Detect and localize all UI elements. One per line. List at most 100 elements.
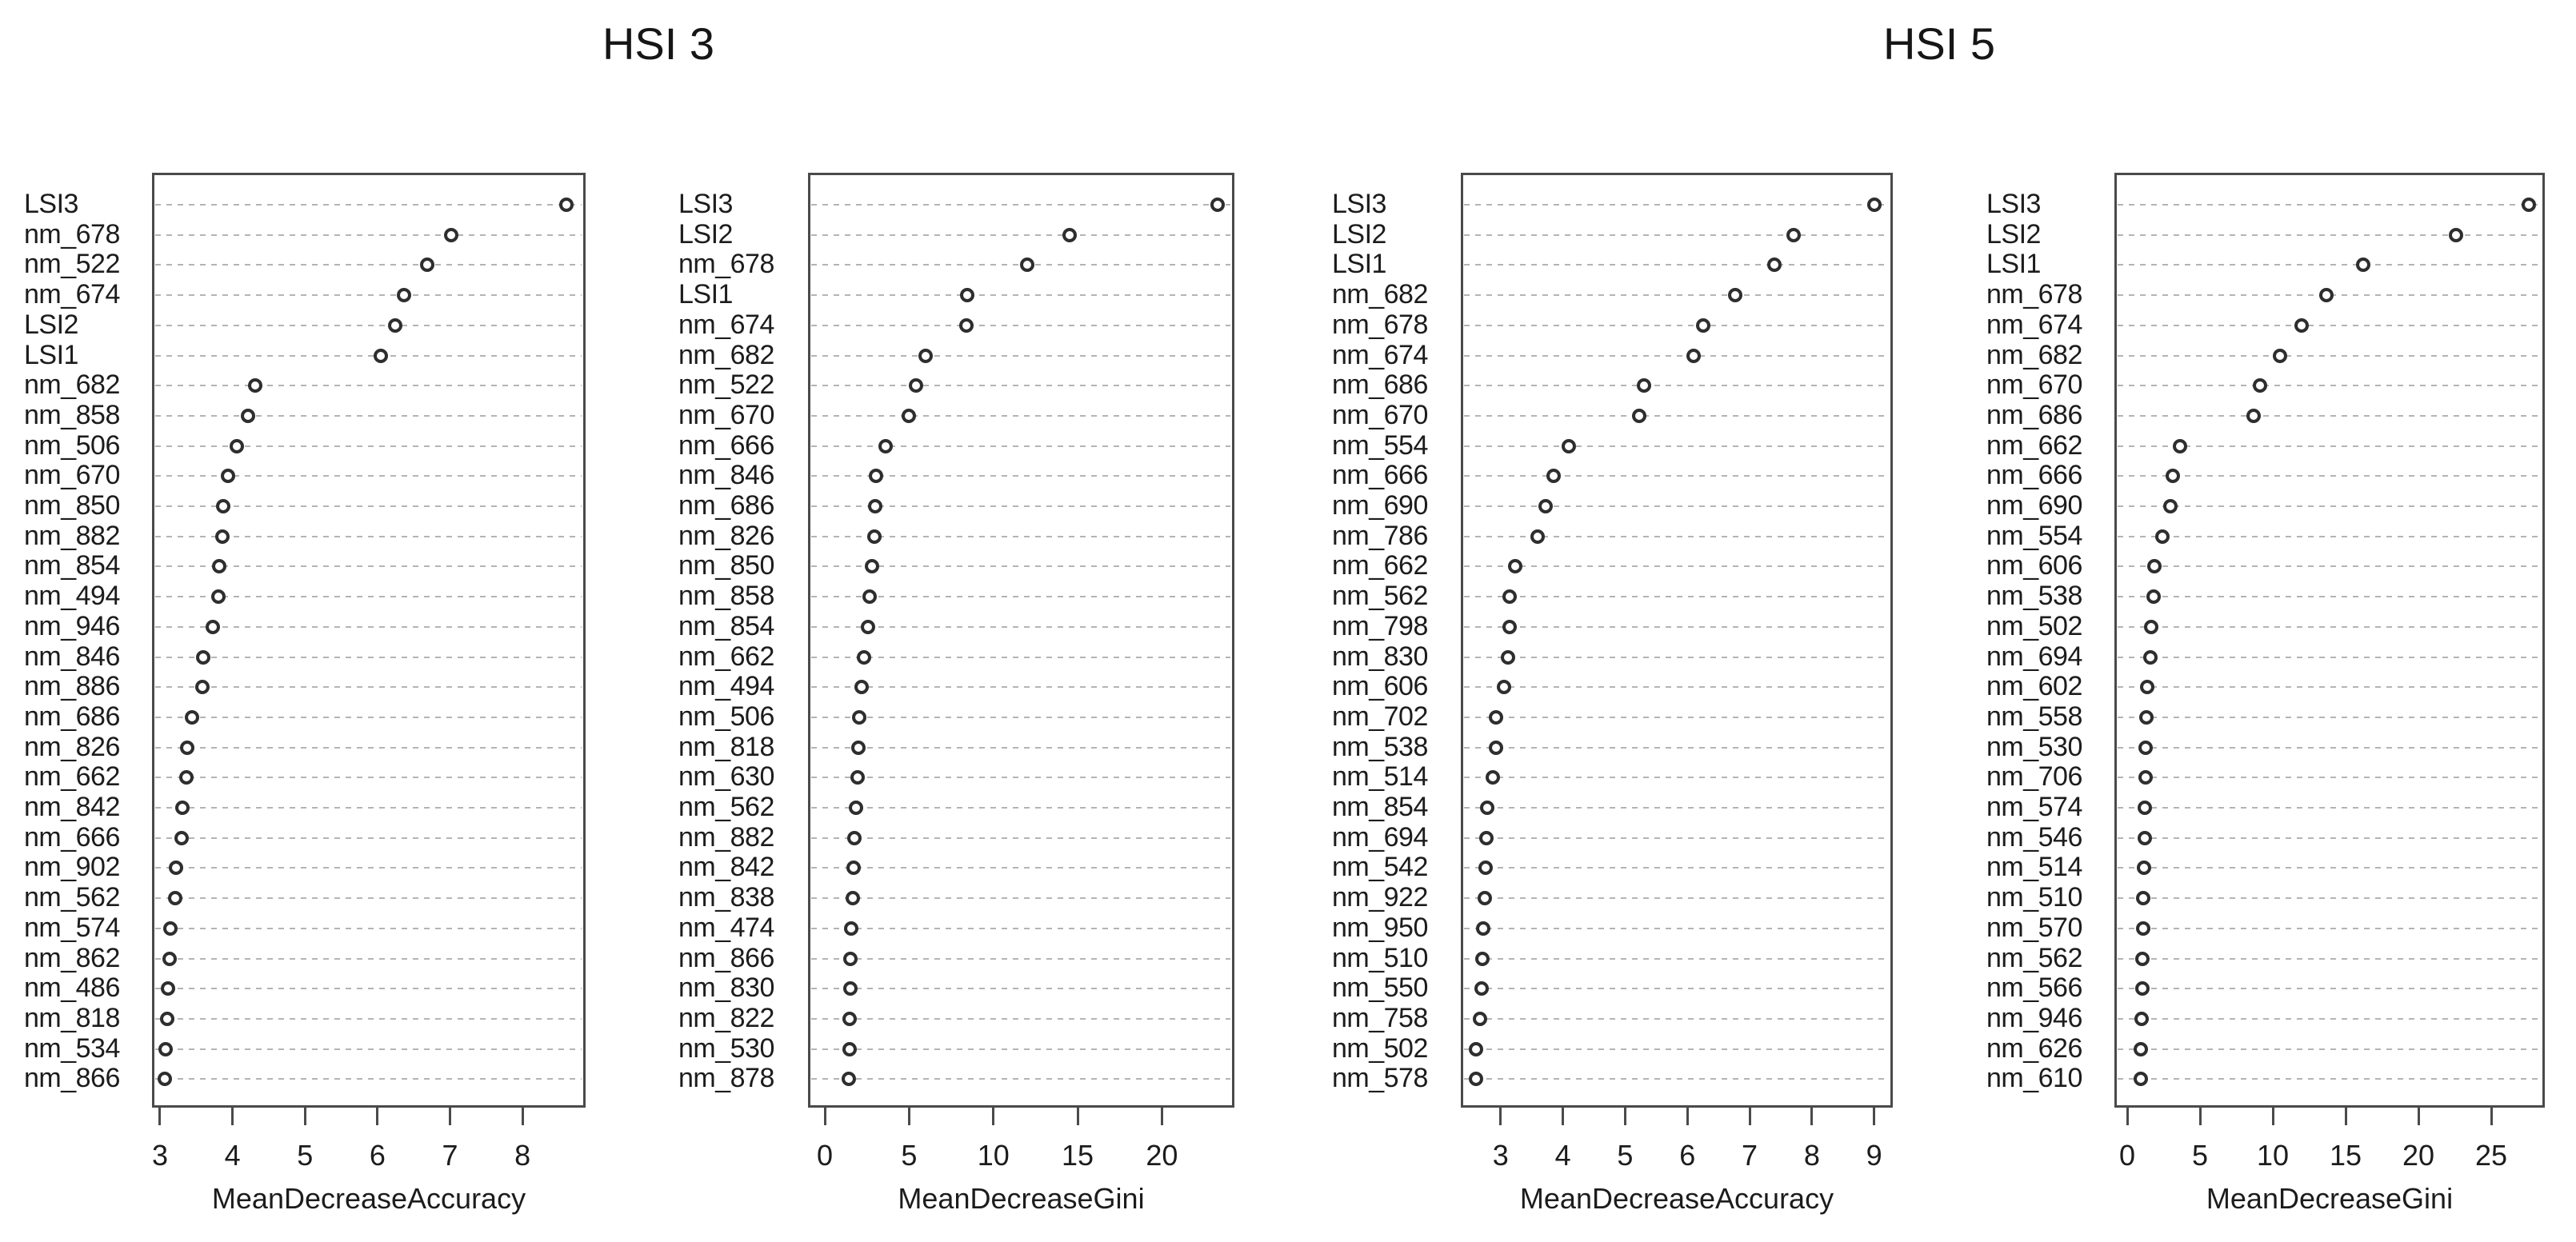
data-point [843,951,858,966]
row-label: nm_530 [1986,731,2082,762]
row-label: nm_786 [1332,520,1428,551]
x-axis-tick [2417,1108,2420,1125]
x-axis-tick [1499,1108,1502,1125]
row-label: nm_674 [24,279,120,310]
gridline [155,867,582,869]
row-label: nm_522 [24,249,120,280]
gridline [155,988,582,990]
x-axis-label: MeanDecreaseGini [2206,1182,2454,1215]
gridline [1464,475,1889,477]
row-label: nm_666 [678,429,774,461]
data-point [184,709,199,725]
data-point [2138,770,2153,785]
gridline [2118,535,2541,537]
x-axis-tick-label: 20 [1146,1139,1178,1172]
data-point [2138,709,2154,725]
gridline [155,807,582,809]
x-axis-tick-label: 7 [1742,1139,1758,1172]
row-label: nm_510 [1986,882,2082,913]
gridline [155,565,582,568]
gridline [155,294,582,297]
row-label: nm_534 [24,1032,120,1064]
data-point [158,1041,174,1056]
row-label: nm_558 [1986,701,2082,732]
x-axis-tick-label: 8 [1803,1139,1820,1172]
data-point [196,649,211,665]
row-label: nm_574 [24,912,120,943]
data-point [2136,891,2151,906]
gridline [155,927,582,929]
gridline [2118,1048,2541,1050]
data-point [158,1072,173,1087]
data-point [2134,1041,2149,1056]
row-label: nm_602 [1986,671,2082,702]
x-axis-label: MeanDecreaseAccuracy [211,1182,526,1215]
data-point [842,1011,858,1026]
row-label: nm_666 [1986,460,2082,491]
x-axis-tick [2126,1108,2129,1125]
gridline [155,385,582,387]
data-point [1530,529,1546,544]
gridline [155,505,582,507]
data-point [162,951,177,966]
x-axis-tick-label: 3 [1492,1139,1509,1172]
row-label: nm_506 [678,701,774,732]
row-label: LSI2 [24,309,78,340]
gridline [2118,625,2541,628]
gridline [2118,686,2541,689]
gridline [155,414,582,417]
gridline [155,204,582,206]
gridline [1464,746,1889,749]
row-label: nm_514 [1332,761,1428,793]
gridline [2118,264,2541,266]
gridline [2118,807,2541,809]
row-label: nm_842 [24,792,120,822]
row-label: nm_678 [1332,309,1428,340]
x-axis-tick-label: 3 [151,1139,168,1172]
row-label: nm_506 [24,429,120,461]
data-point [2172,438,2187,453]
row-label: nm_846 [24,641,120,672]
x-axis-tick [231,1108,234,1125]
gridline [811,385,1230,387]
gridline [2118,988,2541,990]
row-label: nm_674 [678,309,774,340]
data-point [247,378,262,393]
gridline [155,324,582,326]
data-point [1468,1072,1483,1087]
gridline [155,264,582,266]
row-label: nm_862 [24,942,120,973]
gridline [2118,204,2541,206]
row-label: nm_630 [678,761,774,793]
gridline [811,505,1230,507]
row-label: nm_542 [1332,852,1428,883]
gridline [155,445,582,447]
gridline [155,837,582,839]
gridline [811,354,1230,357]
x-axis-tick [2344,1108,2347,1125]
gridline [811,625,1230,628]
x-axis-tick [1562,1108,1565,1125]
x-axis-tick [1686,1108,1689,1125]
gridline [811,988,1230,990]
gridline [2118,746,2541,749]
gridline [811,807,1230,809]
row-label: nm_866 [678,942,774,973]
row-label: nm_682 [678,339,774,370]
row-label: nm_502 [1986,610,2082,641]
gridline [2118,1078,2541,1080]
gridline [2118,234,2541,236]
row-label: nm_702 [1332,701,1428,732]
data-point [851,740,866,755]
x-axis-tick-label: 5 [901,1139,918,1172]
data-point [869,469,884,484]
data-point [1485,770,1500,785]
data-point [175,801,190,815]
x-axis-tick-label: 4 [224,1139,241,1172]
gridline [2118,354,2541,357]
panel-3-plot-box [1461,173,1893,1108]
row-label: nm_706 [1986,761,2082,793]
row-label: LSI3 [1332,189,1386,219]
gridline [811,656,1230,658]
gridline [155,354,582,357]
